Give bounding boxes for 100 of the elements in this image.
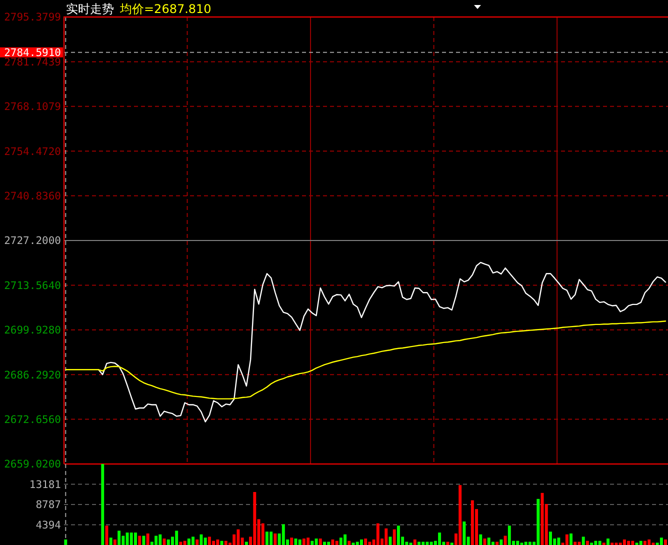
bar [302, 538, 306, 545]
y-tick-label: 2768.1079 [4, 101, 61, 114]
bar [192, 536, 194, 545]
bar [282, 524, 285, 545]
bar [364, 538, 368, 545]
bar [314, 538, 318, 545]
bar [196, 539, 199, 545]
bar [622, 539, 626, 545]
bar [549, 532, 552, 545]
bar [339, 538, 342, 545]
bar [236, 529, 240, 545]
y-tick-label: 2699.9280 [4, 324, 61, 337]
bar [118, 530, 121, 545]
line-series [65, 320, 666, 400]
bar [126, 532, 129, 545]
bar [500, 539, 503, 545]
bar [244, 542, 248, 545]
bar [639, 540, 642, 545]
bar [565, 534, 568, 545]
bar [64, 539, 68, 545]
bar [146, 533, 150, 545]
bar [627, 540, 630, 545]
bar [327, 542, 330, 545]
bar [524, 542, 528, 545]
bar [175, 530, 178, 545]
bar [266, 532, 268, 545]
bar [376, 523, 380, 545]
bar [166, 539, 170, 545]
bar [179, 542, 182, 545]
bar [396, 526, 400, 545]
bar [261, 523, 264, 545]
bar [101, 464, 104, 545]
bar [187, 538, 190, 545]
bar [660, 538, 663, 545]
bar [113, 539, 116, 545]
bar [586, 540, 589, 545]
bar [290, 538, 294, 545]
text: 均价=2687.810 [119, 2, 212, 16]
bar [462, 521, 466, 545]
bar [274, 533, 277, 545]
bar [270, 532, 273, 545]
bar [426, 542, 429, 545]
bar [664, 539, 668, 545]
bar [360, 539, 363, 545]
bar [496, 542, 499, 545]
bar [130, 532, 133, 545]
bar [134, 532, 137, 545]
bar [606, 538, 610, 545]
bar [138, 536, 142, 545]
bar [356, 542, 359, 545]
y-tick-label: 4394 [36, 519, 61, 532]
bar [504, 536, 507, 545]
bar [208, 536, 211, 545]
y-tick-label: 2727.2000 [4, 235, 61, 248]
bar [348, 540, 351, 545]
bar [491, 542, 494, 545]
bar [574, 542, 577, 545]
bar [528, 542, 532, 545]
bar [109, 538, 112, 545]
bar [479, 534, 482, 545]
bar [335, 540, 338, 545]
bar [212, 540, 216, 545]
bar [220, 540, 224, 545]
y-tick-label: 13181 [29, 478, 61, 491]
bar [224, 540, 228, 545]
bar [536, 498, 540, 545]
bar [648, 539, 651, 545]
bar [631, 540, 634, 545]
bar [582, 536, 585, 545]
y-tick-label: 2781.7439 [4, 56, 61, 68]
bar [204, 538, 207, 545]
bar [298, 539, 302, 545]
bar [158, 534, 162, 545]
bar [594, 540, 598, 545]
y-tick-label: 2659.0200 [4, 458, 61, 471]
bar [644, 540, 646, 545]
y-tick-label: 2754.4720 [4, 146, 61, 158]
y-tick-label: 2713.5640 [4, 280, 61, 292]
bar [154, 536, 158, 545]
bar [470, 500, 474, 545]
bar [392, 529, 396, 545]
bar [368, 542, 372, 545]
bar [318, 538, 322, 545]
chart-title: 实时走势 [66, 2, 114, 16]
bar [344, 534, 347, 545]
line-series [98, 262, 666, 422]
bar [183, 540, 186, 545]
y-tick-label: 2672.6560 [4, 414, 61, 426]
bar [557, 538, 560, 545]
y-tick-label: 2686.2920 [4, 369, 61, 382]
bar [323, 542, 326, 545]
bar [430, 542, 433, 545]
y-tick-label: 8787 [36, 499, 61, 512]
bar [413, 539, 416, 545]
bar [310, 540, 314, 545]
bar [570, 533, 573, 545]
y-tick-label: 2795.3799 [4, 12, 61, 24]
bar [458, 485, 462, 545]
bar [142, 536, 146, 545]
y-tick-label: 2740.8360 [4, 190, 61, 202]
